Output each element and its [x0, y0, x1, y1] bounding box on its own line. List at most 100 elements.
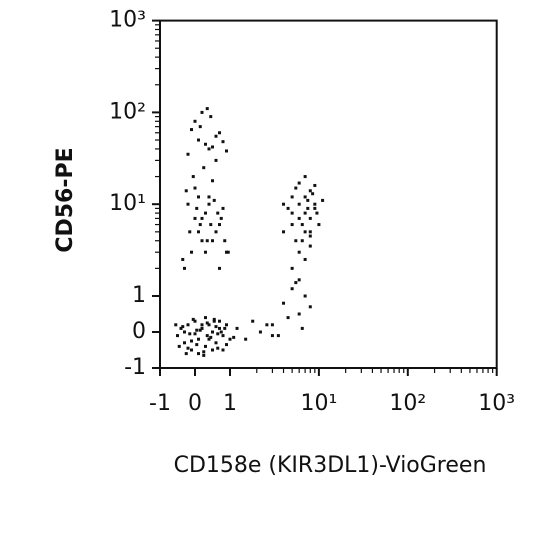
y-tick-label: 10¹	[109, 191, 146, 216]
event-dot	[200, 323, 204, 327]
event-dot	[219, 216, 223, 220]
event-dot	[294, 239, 298, 243]
event-dot	[308, 234, 312, 238]
event-dot	[197, 230, 200, 234]
plot-frame	[159, 19, 498, 369]
event-dot	[186, 346, 190, 350]
event-dot	[188, 230, 192, 234]
event-dot	[188, 332, 192, 336]
event-dot	[191, 317, 195, 321]
event-dot	[303, 230, 307, 234]
x-tick-label: 10¹	[300, 391, 337, 416]
event-dot	[276, 334, 280, 338]
event-dot	[308, 244, 312, 248]
event-dot	[214, 158, 218, 162]
event-dot	[270, 323, 274, 327]
event-dot	[221, 348, 225, 352]
event-dot	[190, 128, 193, 132]
event-dot	[212, 198, 216, 202]
event-dot	[181, 325, 185, 329]
event-dot	[204, 316, 207, 320]
event-dot	[207, 147, 211, 151]
event-dot	[202, 350, 206, 354]
event-dot	[225, 149, 228, 153]
event-dot	[258, 330, 262, 334]
event-dot	[195, 328, 199, 332]
event-dot	[223, 239, 227, 243]
event-dot	[228, 337, 232, 341]
event-dot	[218, 326, 221, 330]
event-dot	[181, 257, 185, 261]
event-dot	[297, 312, 301, 316]
event-dot	[225, 343, 228, 347]
event-dot	[211, 348, 214, 352]
event-dot	[174, 323, 178, 327]
x-axis-title: CD158e (KIR3DL1)-VioGreen	[174, 453, 487, 478]
event-dot	[211, 239, 214, 243]
event-dot	[207, 195, 211, 199]
event-dot	[303, 175, 307, 179]
event-dot	[297, 250, 301, 254]
event-dot	[197, 352, 200, 356]
event-dot	[200, 326, 204, 330]
event-dot	[251, 319, 255, 323]
event-dot	[216, 346, 220, 350]
event-dot	[223, 326, 227, 330]
event-dot	[214, 230, 218, 234]
event-dot	[202, 353, 206, 357]
event-dot	[207, 202, 211, 206]
x-tick-label: 1	[223, 391, 237, 416]
event-dot	[186, 202, 190, 206]
event-dot	[205, 107, 209, 111]
event-dot	[211, 179, 214, 183]
event-dot	[193, 186, 197, 190]
event-dot	[218, 266, 221, 270]
event-dot	[195, 343, 199, 347]
event-dot	[306, 198, 310, 202]
event-dot	[204, 344, 207, 348]
event-dot	[294, 186, 298, 190]
event-dot	[235, 326, 239, 330]
event-dot	[321, 198, 325, 202]
event-dot	[216, 332, 220, 336]
event-dot	[308, 216, 312, 220]
event-dot	[183, 330, 186, 334]
event-dot	[200, 216, 204, 220]
event-dot	[190, 339, 193, 343]
event-dot	[308, 189, 312, 193]
event-dot	[221, 206, 225, 210]
event-dot	[198, 328, 202, 332]
event-dot	[197, 337, 200, 341]
event-dot	[225, 250, 228, 254]
event-dot	[191, 175, 195, 179]
event-dot	[303, 294, 307, 298]
event-dot	[290, 211, 294, 215]
event-dot	[212, 319, 216, 323]
event-dot	[221, 140, 225, 144]
event-dot	[200, 110, 204, 114]
event-dot	[193, 119, 197, 123]
event-dot	[193, 216, 197, 220]
event-dot	[198, 125, 202, 129]
event-dot	[186, 323, 190, 327]
event-dot	[303, 257, 307, 261]
event-dot	[218, 319, 221, 323]
event-dot	[225, 323, 228, 327]
event-dot	[265, 323, 269, 327]
event-dot	[286, 316, 290, 320]
y-tick-label: 10³	[109, 8, 146, 33]
event-dot	[218, 131, 221, 135]
event-dot	[184, 189, 188, 193]
event-dot	[286, 206, 290, 210]
event-dot	[297, 216, 301, 220]
event-dot	[218, 223, 221, 227]
x-tick-label: 10²	[389, 391, 426, 416]
event-dot	[183, 266, 186, 270]
event-dot	[297, 278, 301, 282]
event-dot	[317, 223, 321, 227]
event-dot	[186, 152, 190, 156]
event-dot	[294, 281, 298, 285]
event-dot	[200, 239, 204, 243]
event-dot	[270, 334, 274, 338]
